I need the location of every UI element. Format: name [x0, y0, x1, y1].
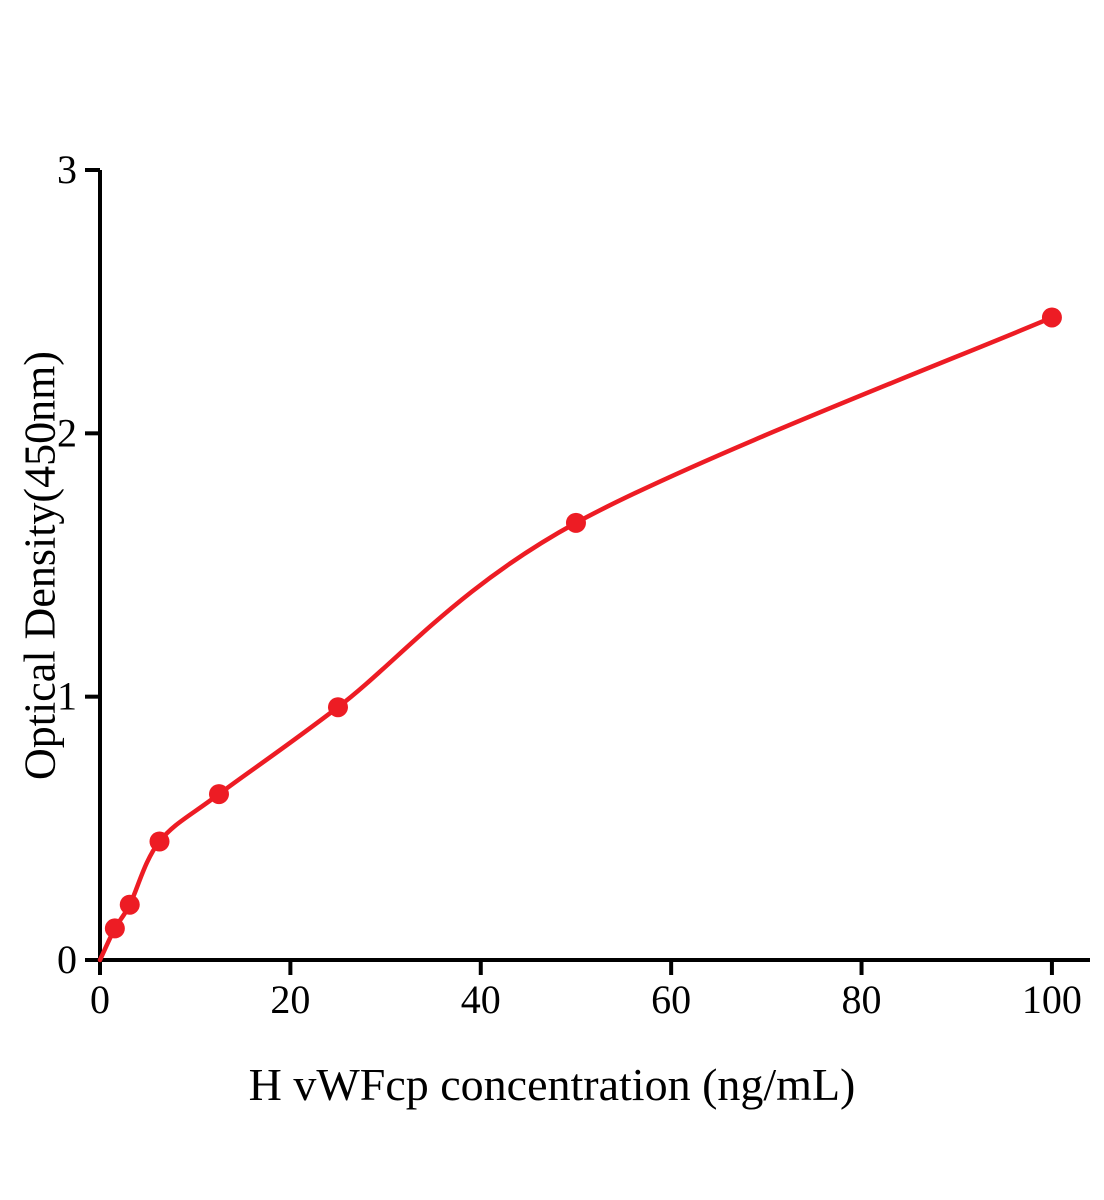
data-point [327, 697, 348, 718]
x-tick-label: 60 [651, 977, 691, 1022]
y-tick-label: 0 [57, 937, 77, 982]
x-tick-label: 0 [90, 977, 110, 1022]
x-tick-label: 100 [1022, 977, 1082, 1022]
y-axis-title: Optical Density(450nm) [15, 351, 65, 780]
y-tick-label: 3 [57, 147, 77, 192]
x-tick-label: 80 [842, 977, 882, 1022]
x-axis-title: H vWFcp concentration (ng/mL) [248, 1059, 856, 1110]
data-point [119, 894, 140, 915]
data-point [1041, 307, 1062, 328]
data-point [149, 831, 170, 852]
y-tick-label: 2 [57, 410, 77, 455]
fit-curve [97, 315, 1055, 963]
x-tick-label: 20 [270, 977, 310, 1022]
data-point [104, 918, 125, 939]
data-point [565, 512, 586, 533]
data-point [208, 784, 229, 805]
x-tick-label: 40 [461, 977, 501, 1022]
y-tick-label: 1 [57, 674, 77, 719]
